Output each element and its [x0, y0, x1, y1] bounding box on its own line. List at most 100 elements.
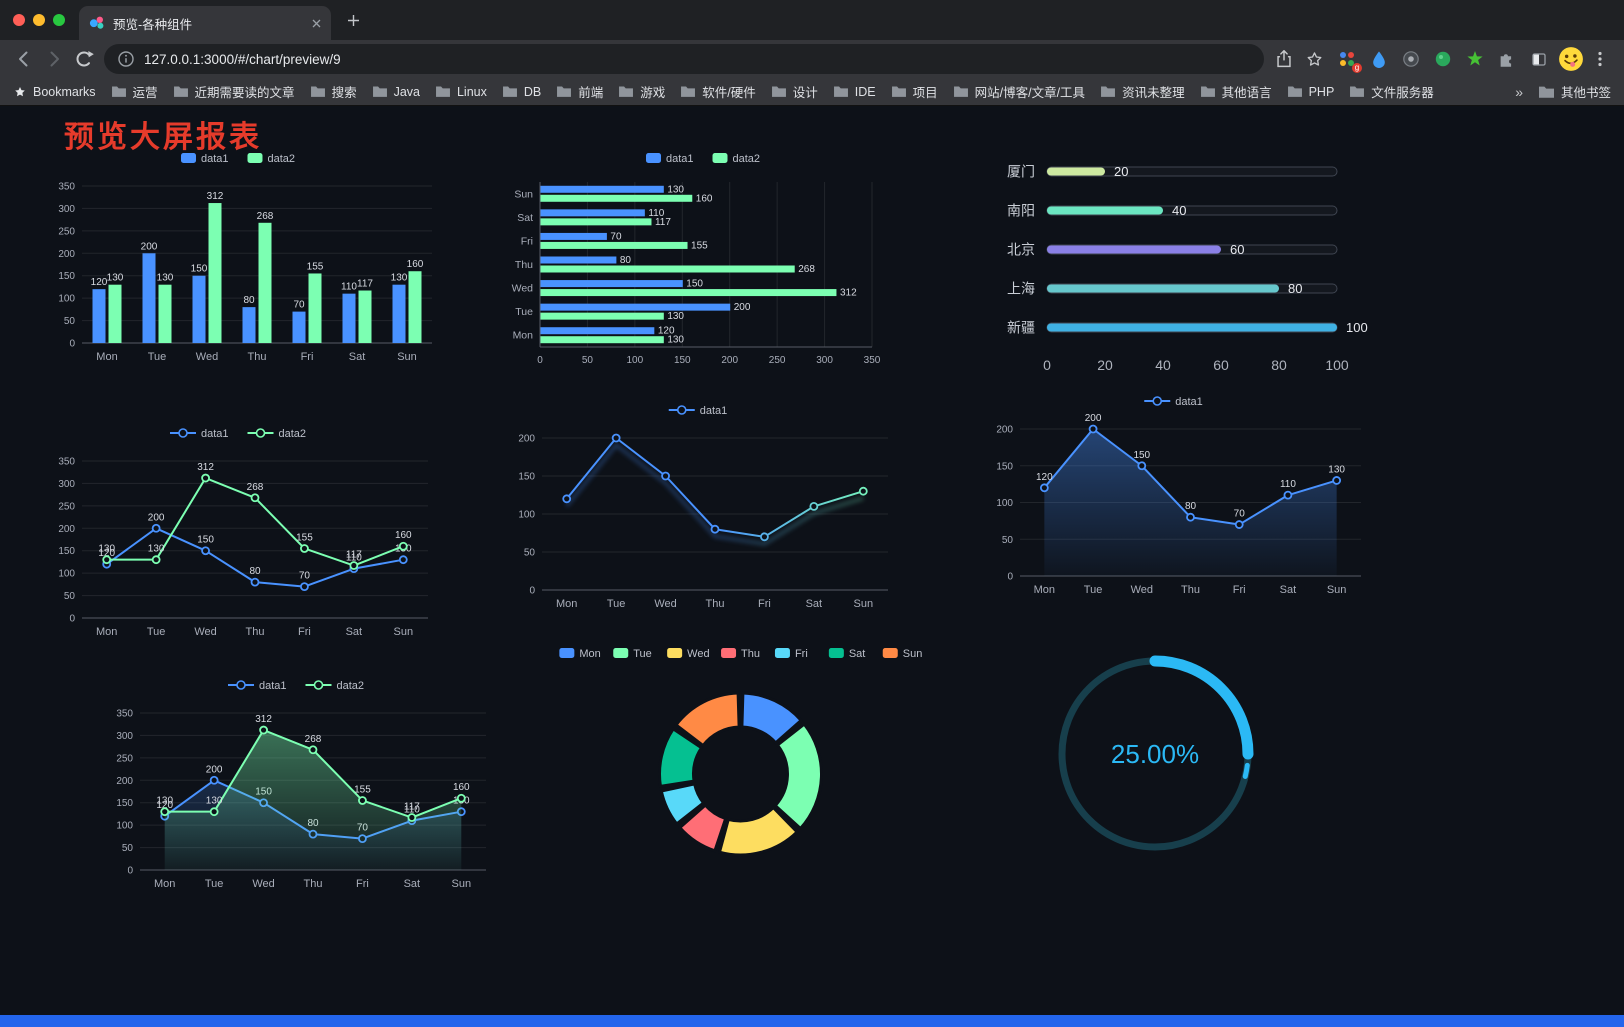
svg-text:160: 160 — [696, 193, 713, 204]
folder-icon — [1350, 86, 1365, 97]
bookmark-item[interactable]: 其他语言 — [1200, 82, 1272, 101]
forward-button[interactable] — [40, 45, 68, 73]
bookmark-item[interactable]: 搜索 — [310, 82, 357, 101]
tab-strip: 预览-各种组件 — [0, 0, 1624, 40]
dark-circle-icon — [1403, 51, 1419, 67]
chart-single-area[interactable]: 0 50 100 150 200 Mon Tue Wed Thu Fri Sat Sun 120 200 1… — [978, 389, 1373, 604]
svg-text:Wed: Wed — [512, 283, 534, 295]
bookmark-label: 近期需要读的文章 — [194, 86, 295, 100]
bookmark-label: Linux — [456, 84, 487, 99]
svg-text:100: 100 — [58, 294, 75, 305]
bookmarks-root-item[interactable]: Bookmarks — [13, 85, 96, 99]
profile-avatar[interactable] — [1558, 46, 1584, 72]
extension-drop-button[interactable] — [1366, 46, 1392, 72]
bookmark-item[interactable]: 网站/博客/文章/工具 — [953, 82, 1085, 101]
svg-text:250: 250 — [116, 753, 133, 764]
svg-text:data2: data2 — [279, 428, 307, 440]
plus-icon — [347, 14, 359, 26]
star-icon — [1307, 51, 1321, 66]
chart-grouped-bar[interactable]: 0 50 100 150 200 250 300 350 Mon Tue Wed Thu Fri Sat S… — [40, 146, 440, 371]
bookmark-label: 项目 — [912, 86, 938, 100]
bookmark-item[interactable]: 软件/硬件 — [680, 82, 756, 101]
extension-green-star-button[interactable] — [1462, 46, 1488, 72]
bookmark-label: PHP — [1308, 84, 1335, 99]
svg-text:Mon: Mon — [579, 648, 600, 660]
chart-double-area[interactable]: 0 50 100 150 200 250 300 350 Mon Tue Wed Thu Fri Sat S… — [98, 673, 498, 898]
bookmark-item[interactable]: IDE — [833, 82, 876, 101]
url-bar[interactable]: 127.0.0.1:3000/#/chart/preview/9 — [104, 44, 1264, 74]
chart-multi-line[interactable]: 0 50 100 150 200 250 300 350 Mon Tue Wed Thu Fri Sat S… — [40, 421, 440, 646]
new-tab-button[interactable] — [339, 6, 367, 34]
svg-text:40: 40 — [1172, 203, 1186, 218]
other-bookmarks-label: 其他书签 — [1560, 86, 1611, 100]
bookmark-label: 运营 — [132, 86, 158, 100]
svg-text:Wed: Wed — [252, 878, 274, 890]
share-button[interactable] — [1270, 45, 1298, 73]
svg-text:50: 50 — [524, 548, 536, 559]
reload-button[interactable] — [70, 45, 98, 73]
svg-text:Wed: Wed — [1131, 584, 1153, 596]
bookmark-item[interactable]: 文件服务器 — [1349, 82, 1434, 101]
close-window-button[interactable] — [13, 14, 25, 26]
other-bookmarks-button[interactable]: 其他书签 — [1538, 82, 1611, 101]
site-info-icon[interactable] — [117, 50, 135, 68]
bookmark-item[interactable]: DB — [502, 82, 541, 101]
svg-text:312: 312 — [207, 191, 224, 202]
extension-split-view-button[interactable] — [1526, 46, 1552, 72]
svg-text:Fri: Fri — [298, 626, 311, 638]
chart-gradient-line[interactable]: 0 50 100 150 200 Mon Tue Wed Thu Fri Sat Sun data1 — [500, 398, 900, 618]
bookmark-item[interactable]: 近期需要读的文章 — [173, 82, 295, 101]
svg-text:40: 40 — [1155, 357, 1171, 373]
chart-horizontal-bar[interactable]: 0 50 100 150 200 250 300 350 Sun 130 160 Sat 110 117 F… — [500, 148, 910, 373]
svg-text:312: 312 — [197, 462, 214, 473]
svg-text:Thu: Thu — [1181, 584, 1200, 596]
bookmark-item[interactable]: Linux — [435, 82, 487, 101]
extension-dark-circle-button[interactable] — [1398, 46, 1424, 72]
svg-text:Sat: Sat — [806, 598, 823, 610]
bookmark-item[interactable]: PHP — [1287, 82, 1335, 101]
svg-text:150: 150 — [518, 472, 535, 483]
reload-icon — [76, 51, 94, 67]
svg-text:120: 120 — [91, 277, 108, 288]
bookmark-item[interactable]: 设计 — [771, 82, 818, 101]
svg-text:Sun: Sun — [1327, 584, 1347, 596]
chart-donut-pie[interactable]: Mon Tue Wed Thu Fri Sat Sun — [548, 639, 933, 889]
bookmark-item[interactable]: 前端 — [556, 82, 603, 101]
svg-text:上海: 上海 — [1007, 281, 1035, 297]
extension-grid-button[interactable]: g — [1334, 46, 1362, 73]
chart-gauge[interactable]: 25.00% — [1048, 646, 1263, 866]
bookmarks-overflow-button[interactable]: » — [1515, 83, 1523, 100]
extension-green-circle-button[interactable] — [1430, 46, 1456, 72]
svg-text:300: 300 — [116, 731, 133, 742]
svg-text:25.00%: 25.00% — [1111, 739, 1199, 769]
forward-icon — [50, 51, 59, 67]
bookmark-item[interactable]: Java — [372, 82, 420, 101]
bookmark-item[interactable]: 运营 — [111, 82, 158, 101]
svg-text:80: 80 — [249, 566, 261, 577]
zoom-window-button[interactable] — [53, 14, 65, 26]
folder-icon — [436, 86, 450, 97]
svg-text:0: 0 — [69, 614, 75, 625]
minimize-window-button[interactable] — [33, 14, 45, 26]
tab-close-icon[interactable] — [312, 19, 321, 28]
svg-text:200: 200 — [996, 425, 1013, 436]
svg-text:Tue: Tue — [633, 648, 652, 660]
svg-text:350: 350 — [58, 182, 75, 193]
extensions-puzzle-button[interactable] — [1494, 46, 1520, 72]
svg-text:Mon: Mon — [556, 598, 577, 610]
chart-progress-bar[interactable]: 厦门 20 南阳 40 北京 60 上海 80 新疆 100 0 20 40 60 80 100 — [985, 151, 1380, 391]
svg-text:50: 50 — [582, 355, 594, 366]
back-button[interactable] — [10, 45, 38, 73]
bookmark-page-button[interactable] — [1300, 45, 1328, 73]
share-icon — [1277, 50, 1291, 68]
svg-text:200: 200 — [206, 764, 223, 775]
folder-icon — [833, 86, 848, 97]
svg-text:160: 160 — [453, 782, 470, 793]
browser-tab[interactable]: 预览-各种组件 — [79, 6, 331, 40]
bookmark-item[interactable]: 资讯未整理 — [1100, 82, 1185, 101]
bookmark-item[interactable]: 游戏 — [618, 82, 665, 101]
browser-menu-button[interactable] — [1586, 45, 1614, 73]
bookmark-item[interactable]: 项目 — [891, 82, 938, 101]
svg-text:100: 100 — [627, 355, 644, 366]
svg-text:130: 130 — [206, 796, 223, 807]
